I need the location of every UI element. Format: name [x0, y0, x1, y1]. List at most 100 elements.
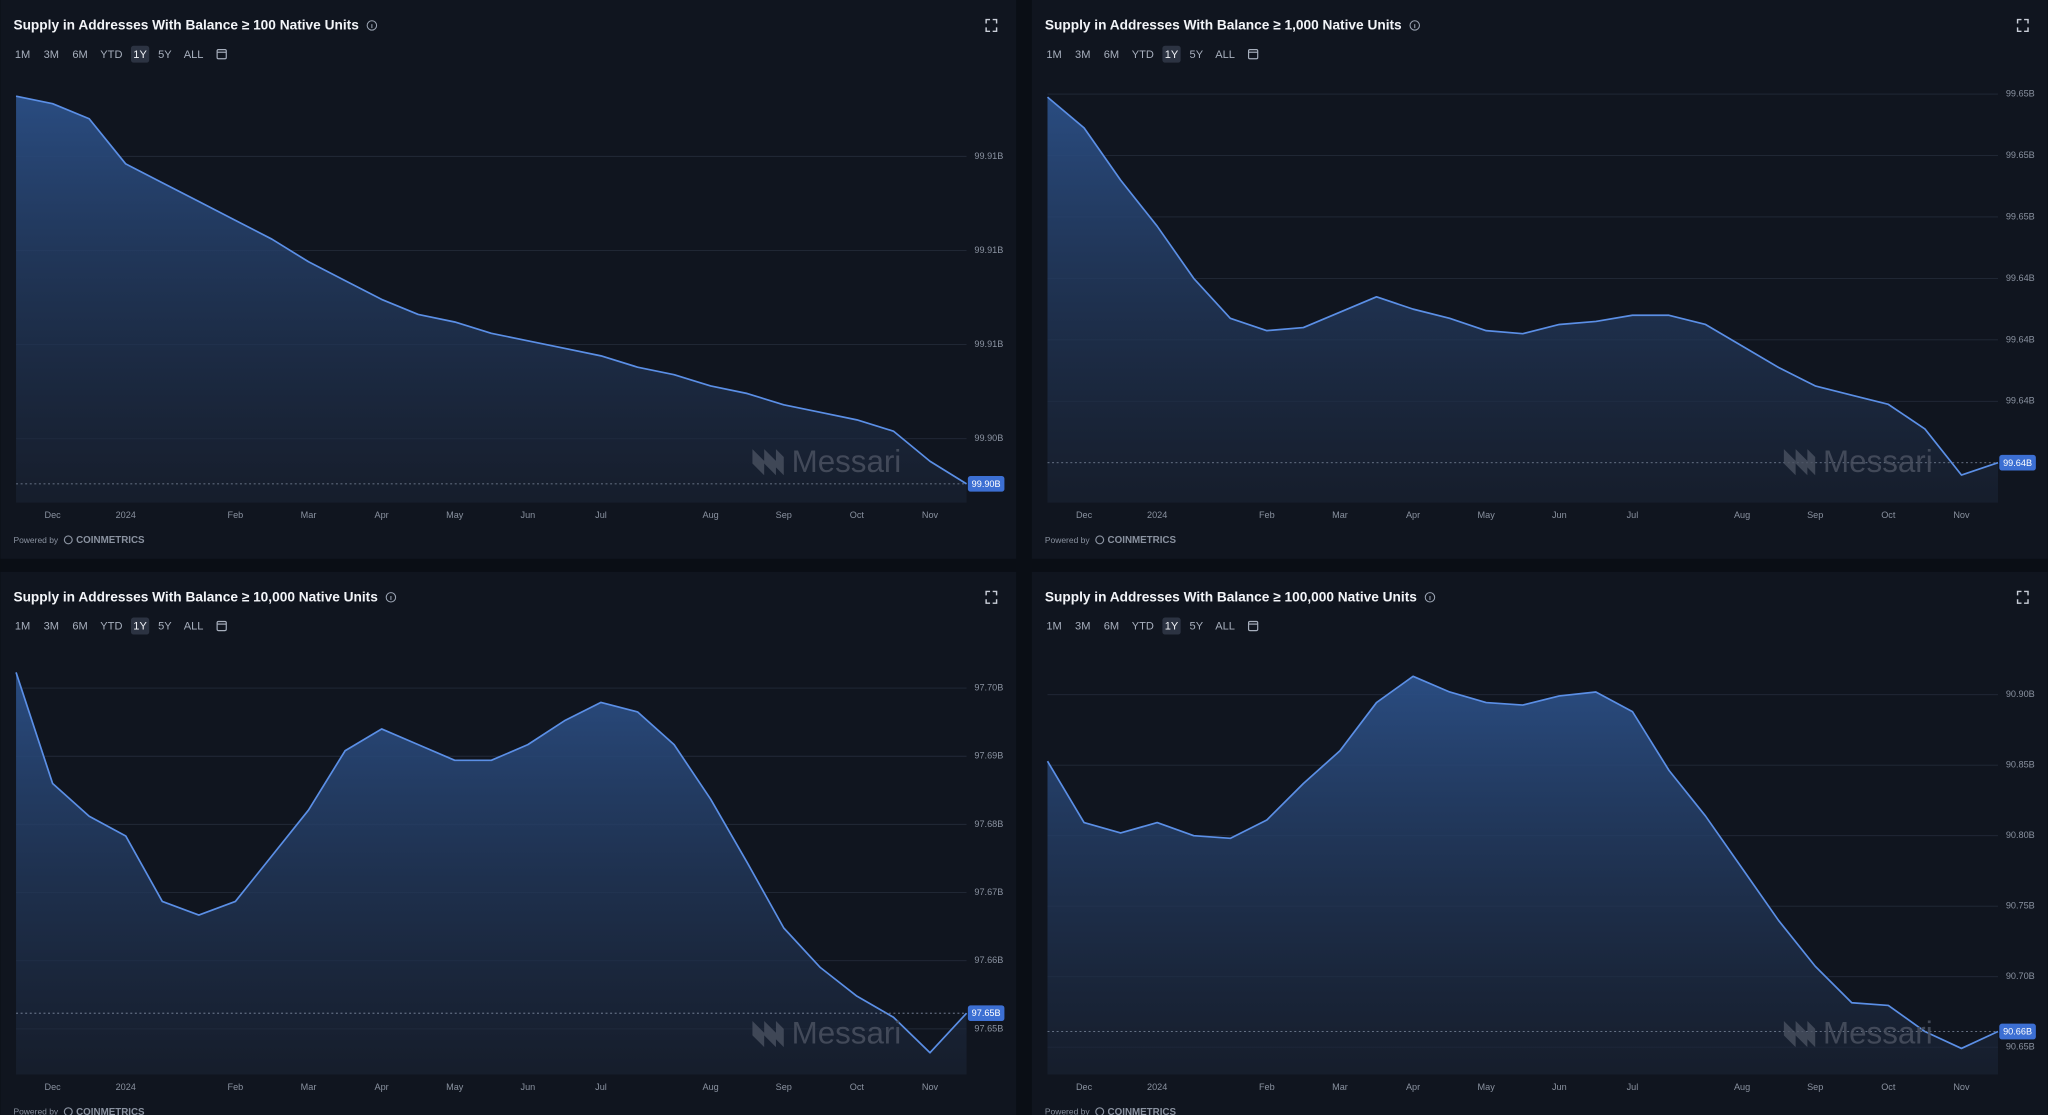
expand-icon[interactable] — [2016, 590, 2029, 604]
expand-icon[interactable] — [2016, 18, 2029, 33]
area — [1047, 676, 1998, 1075]
x-tick-label: Sep — [776, 510, 792, 520]
expand-icon[interactable] — [985, 18, 998, 33]
range-button[interactable]: 1M — [1046, 621, 1061, 633]
x-tick-label: 2024 — [1147, 510, 1167, 520]
range-button[interactable]: 5Y — [158, 49, 172, 61]
range-button[interactable]: ALL — [1215, 49, 1235, 61]
logo: COINMETRICS — [76, 535, 145, 546]
range-button[interactable]: YTD — [100, 621, 122, 633]
y-tick-label: 99.91B — [974, 151, 1003, 161]
y-tick-label: 97.70B — [974, 682, 1003, 692]
line — [15, 95, 967, 485]
y-tick-label: 99.65B — [2006, 88, 2035, 98]
chart-title: Supply in Addresses With Balance ≥ 10,00… — [13, 590, 378, 605]
calendar-icon[interactable] — [216, 49, 227, 60]
info-icon[interactable] — [366, 20, 378, 31]
calendar-icon[interactable] — [1247, 49, 1259, 60]
range-button[interactable]: ALL — [184, 621, 204, 633]
chart-title: Supply in Addresses With Balance ≥ 100,0… — [1045, 590, 1417, 605]
x-tick-label: Feb — [1259, 1082, 1275, 1092]
range-button[interactable]: 1M — [15, 49, 30, 61]
y-tick-label: 97.66B — [974, 955, 1003, 965]
x-tick-label: Nov — [922, 510, 939, 520]
x-tick-label: May — [1478, 1082, 1496, 1092]
x-tick-label: Nov — [922, 1082, 939, 1092]
powered-by: Powered by — [13, 535, 58, 545]
range-button[interactable]: YTD — [1132, 49, 1154, 61]
x-tick-label: Mar — [1332, 1082, 1348, 1092]
powered-by: Powered by — [1045, 1107, 1090, 1115]
y-tick-label: 99.64B — [2006, 334, 2035, 344]
range-button[interactable]: 3M — [1075, 49, 1090, 61]
range-button-active[interactable] — [1162, 617, 1181, 635]
range-button[interactable]: 1Y — [1165, 621, 1179, 633]
y-tick-label: 99.65B — [2006, 211, 2035, 221]
range-button[interactable]: 5Y — [1190, 49, 1204, 61]
logo-icon — [1095, 1107, 1105, 1115]
range-button[interactable]: 6M — [1104, 621, 1119, 633]
range-button[interactable]: YTD — [100, 49, 122, 61]
range-button[interactable]: 3M — [44, 621, 59, 633]
range-button[interactable]: ALL — [1215, 621, 1235, 633]
range-button[interactable]: 5Y — [1190, 621, 1204, 633]
range-button[interactable]: 1M — [1046, 49, 1061, 61]
logo-icon — [63, 1107, 73, 1115]
x-tick-label: Jun — [521, 1082, 536, 1092]
y-tick-label: 97.65B — [974, 1023, 1003, 1033]
range-button[interactable]: YTD — [1132, 621, 1154, 633]
x-tick-label: Feb — [228, 1082, 244, 1092]
info-icon[interactable] — [1409, 20, 1420, 31]
powered-by: Powered by — [1045, 535, 1090, 545]
info-icon[interactable] — [1424, 592, 1436, 603]
y-tick-label: 99.91B — [974, 339, 1003, 349]
x-tick-label: Apr — [1406, 510, 1420, 520]
x-tick-label: Nov — [1953, 1082, 1970, 1092]
line — [15, 672, 968, 1054]
y-tick-label: 99.64B — [2006, 396, 2035, 406]
y-tick-label: 90.70B — [2006, 971, 2035, 981]
x-tick-label: Sep — [1807, 1082, 1823, 1092]
info-icon[interactable] — [385, 592, 397, 603]
x-tick-label: Feb — [228, 510, 244, 520]
y-tick-label: 97.69B — [974, 751, 1003, 761]
x-tick-label: Apr — [375, 510, 389, 520]
y-tick-label: 90.65B — [2006, 1042, 2035, 1052]
expand-icon[interactable] — [985, 590, 998, 604]
y-tick-label: 90.85B — [2006, 760, 2035, 770]
last-value-label: 99.90B — [972, 479, 1001, 489]
range-button[interactable]: 1Y — [133, 49, 147, 61]
range-button[interactable]: 6M — [72, 621, 87, 633]
y-tick-label: 99.65B — [2006, 150, 2035, 160]
range-button-active[interactable] — [130, 617, 150, 635]
range-button[interactable]: 3M — [1075, 621, 1090, 633]
last-value-badge — [967, 476, 1005, 492]
x-tick-label: Dec — [1076, 510, 1093, 520]
x-tick-label: Apr — [1406, 1082, 1420, 1092]
range-button-active[interactable] — [130, 45, 150, 63]
range-button[interactable]: 6M — [1104, 49, 1119, 61]
range-button[interactable]: 1Y — [1165, 49, 1179, 61]
y-tick-label: 99.90B — [974, 433, 1003, 443]
range-button-active[interactable] — [1162, 45, 1181, 63]
powered-by: Powered by — [13, 1107, 58, 1115]
x-tick-label: Jul — [1627, 510, 1639, 520]
range-button[interactable]: 5Y — [158, 621, 172, 633]
x-tick-label: 2024 — [116, 1082, 136, 1092]
calendar-icon[interactable] — [216, 620, 227, 632]
x-tick-label: Jul — [595, 510, 607, 520]
x-tick-label: Dec — [1076, 1082, 1093, 1092]
range-button[interactable]: 3M — [44, 49, 59, 61]
last-value-label: 97.65B — [972, 1008, 1001, 1018]
calendar-icon[interactable] — [1247, 620, 1259, 632]
range-button[interactable]: 6M — [72, 49, 87, 61]
logo: COINMETRICS — [1108, 1107, 1177, 1115]
x-tick-label: Dec — [45, 510, 62, 520]
range-button[interactable]: ALL — [184, 49, 204, 61]
range-button[interactable]: 1M — [15, 621, 30, 633]
x-tick-label: Sep — [776, 1082, 792, 1092]
range-button[interactable]: 1Y — [133, 621, 147, 633]
y-tick-label: 90.80B — [2006, 830, 2035, 840]
logo: COINMETRICS — [1108, 535, 1177, 546]
